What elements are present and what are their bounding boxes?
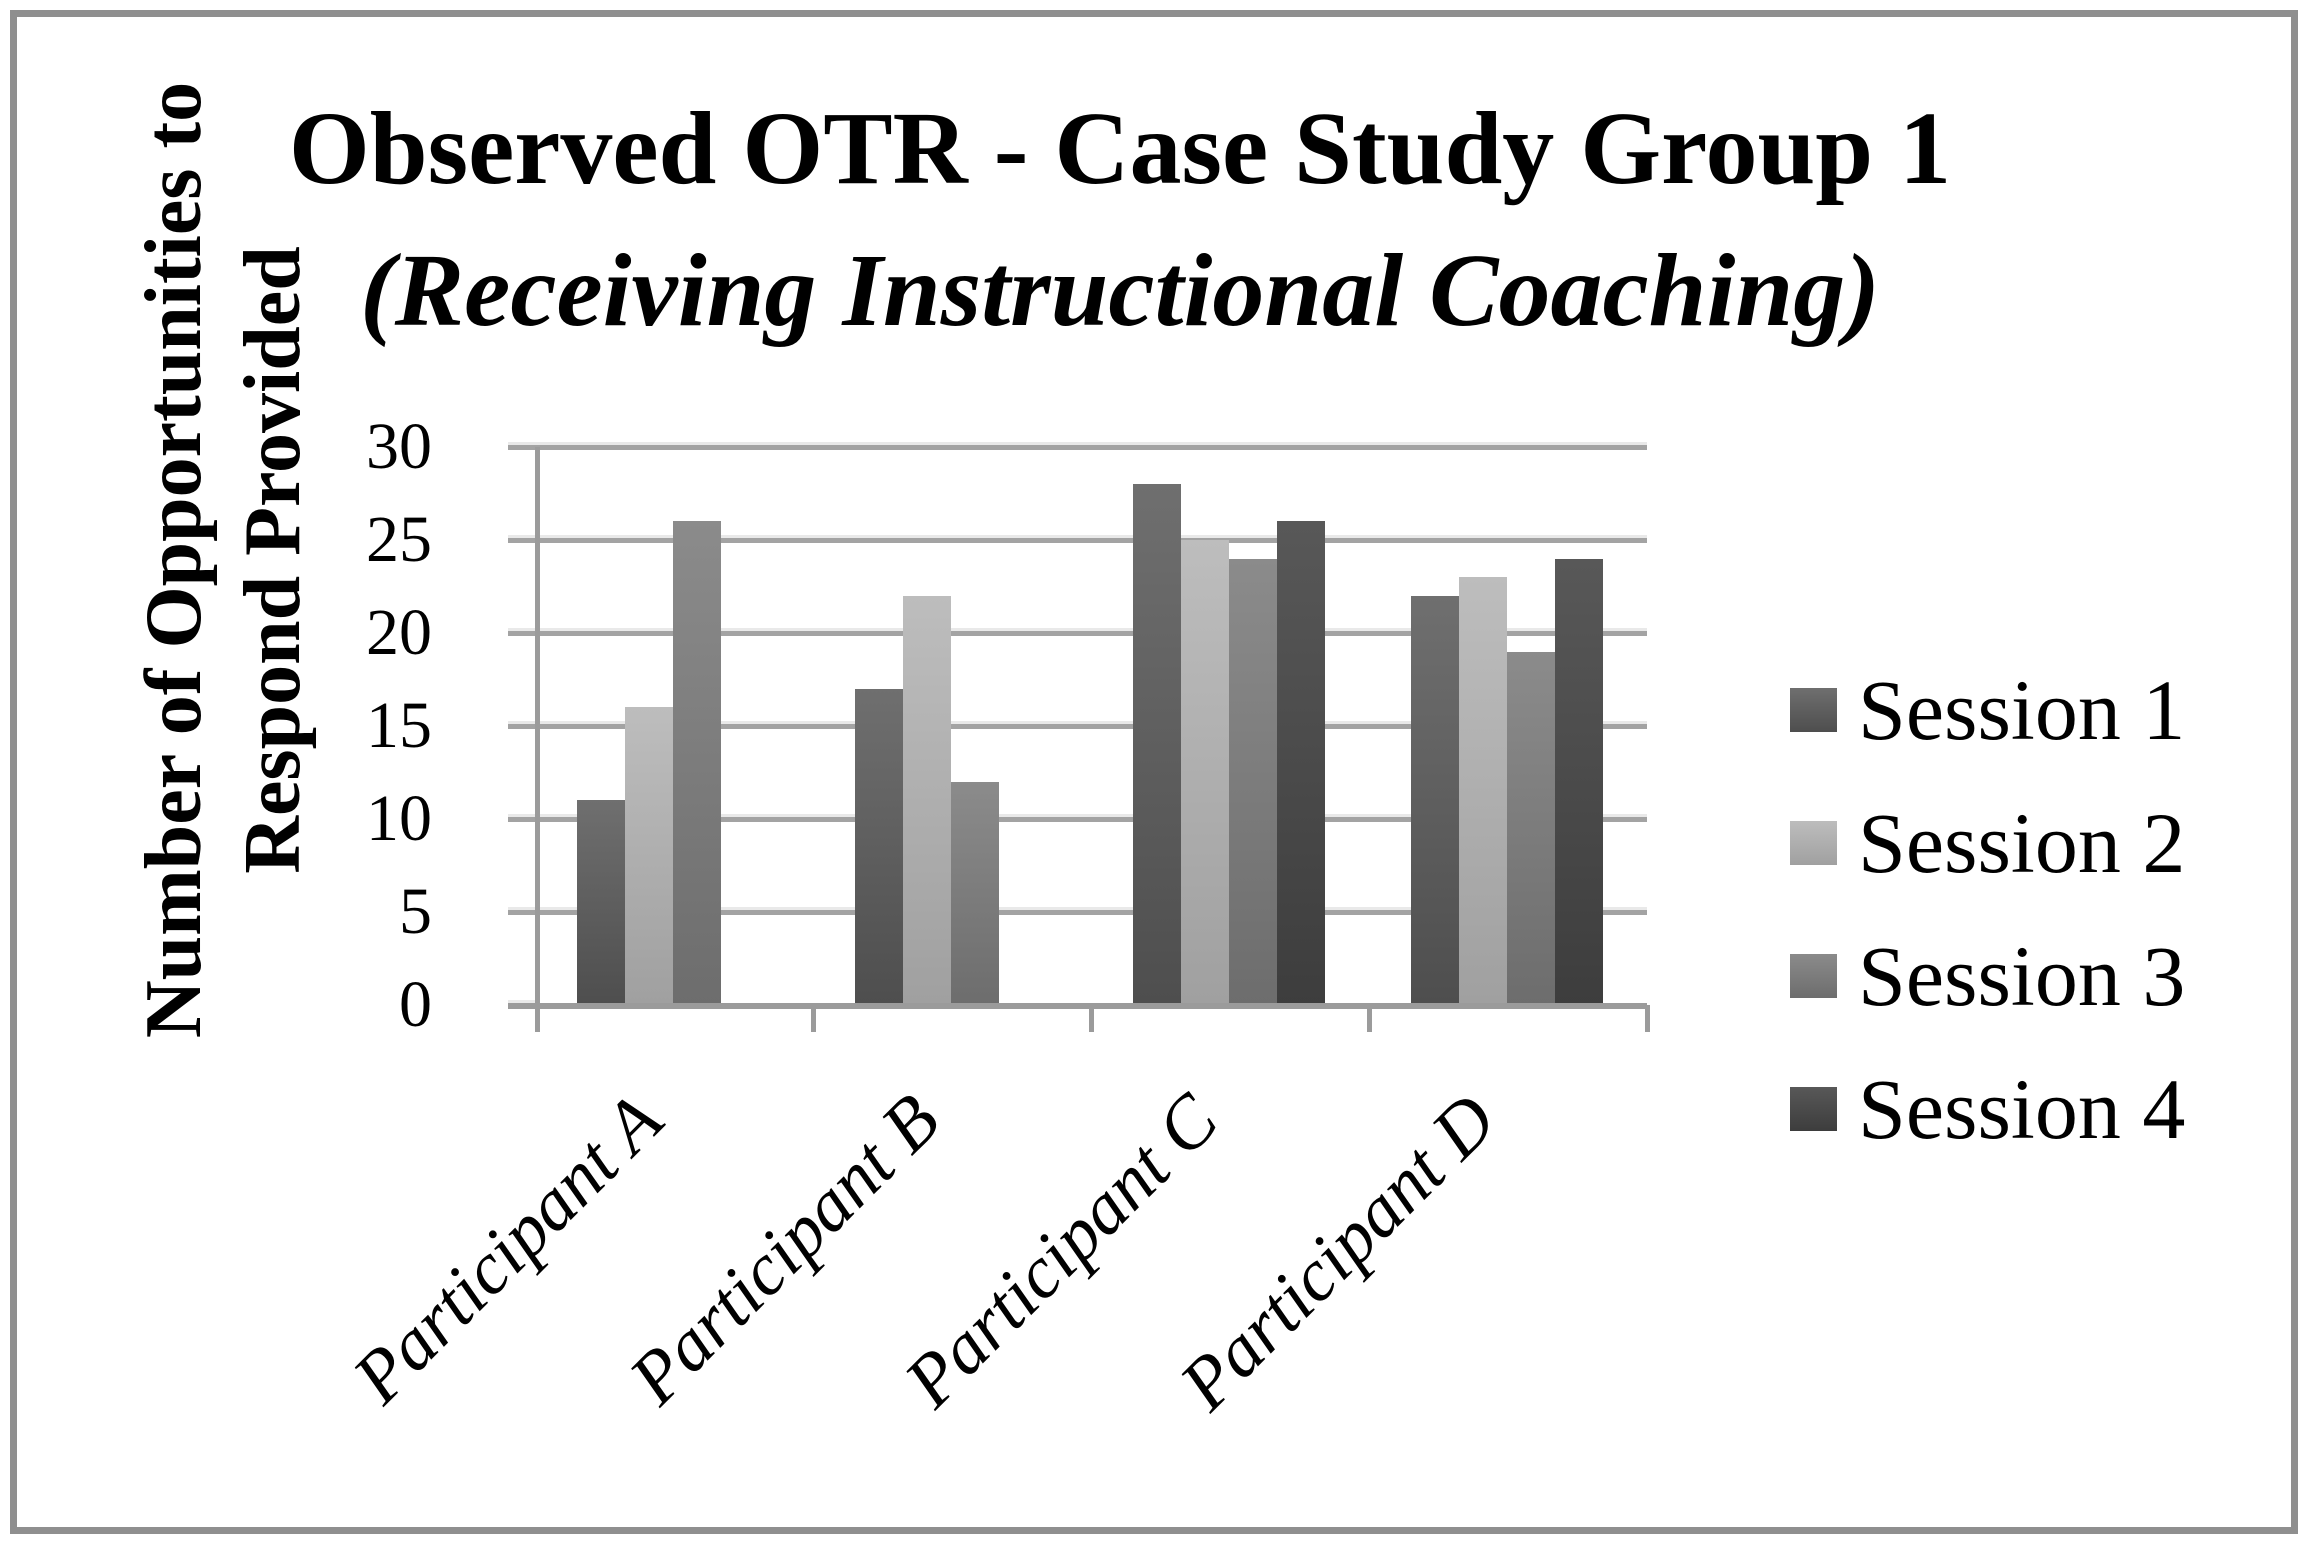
chart-title: Observed OTR - Case Study Group 1 (Recei… — [289, 78, 1951, 362]
legend-label: Session 2 — [1858, 795, 2186, 891]
bar-session4-participantd — [1555, 558, 1603, 1005]
gridline-5 — [508, 910, 1647, 915]
y-tick-label-30: 30 — [366, 410, 432, 483]
chart-title-line2: (Receiving Instructional Coaching) — [360, 233, 1880, 348]
gridline-20 — [508, 631, 1647, 636]
x-tick-1 — [811, 1005, 816, 1032]
legend-label: Session 3 — [1858, 928, 2186, 1024]
y-tick-label-20: 20 — [366, 596, 432, 669]
x-axis-line — [508, 1003, 1647, 1009]
bar-session3-participanta — [673, 521, 721, 1005]
bar-session4-participantc — [1277, 521, 1325, 1005]
bar-session1-participantc — [1133, 484, 1181, 1005]
y-axis-title: Number of Opportunities to Respond Provi… — [125, 82, 323, 1038]
y-tick-label-0: 0 — [399, 968, 432, 1041]
bar-session1-participanta — [577, 800, 625, 1005]
legend-swatch-icon — [1790, 1087, 1837, 1131]
gridline-30 — [508, 445, 1647, 450]
legend-swatch-icon — [1790, 821, 1837, 865]
bar-session2-participantc — [1181, 540, 1229, 1005]
legend-label: Session 1 — [1858, 662, 2186, 758]
figure-border — [10, 10, 2298, 1534]
gridline-25 — [508, 538, 1647, 543]
bar-session3-participantb — [951, 781, 999, 1005]
y-axis-title-line1: Number of Opportunities to — [130, 81, 218, 1039]
gridline-15 — [508, 724, 1647, 729]
y-tick-label-15: 15 — [366, 689, 432, 762]
legend-label: Session 4 — [1858, 1061, 2186, 1157]
legend-swatch-icon — [1790, 954, 1837, 998]
y-tick-label-25: 25 — [366, 503, 432, 576]
bar-session3-participantd — [1507, 651, 1555, 1005]
x-tick-2 — [1089, 1005, 1094, 1032]
bar-session3-participantc — [1229, 558, 1277, 1005]
bar-session2-participantd — [1459, 577, 1507, 1005]
x-tick-3 — [1367, 1005, 1372, 1032]
y-axis-line — [535, 447, 540, 1032]
bar-session1-participantb — [855, 688, 903, 1005]
x-tick-4 — [1645, 1005, 1650, 1032]
y-tick-label-5: 5 — [399, 875, 432, 948]
y-axis-title-line2: Respond Provided — [229, 246, 317, 874]
bar-session2-participanta — [625, 707, 673, 1005]
legend-swatch-icon — [1790, 688, 1837, 732]
gridline-10 — [508, 817, 1647, 822]
bar-session2-participantb — [903, 595, 951, 1005]
y-tick-label-10: 10 — [366, 782, 432, 855]
bar-session1-participantd — [1411, 595, 1459, 1005]
chart-title-line1: Observed OTR - Case Study Group 1 — [288, 91, 1952, 206]
